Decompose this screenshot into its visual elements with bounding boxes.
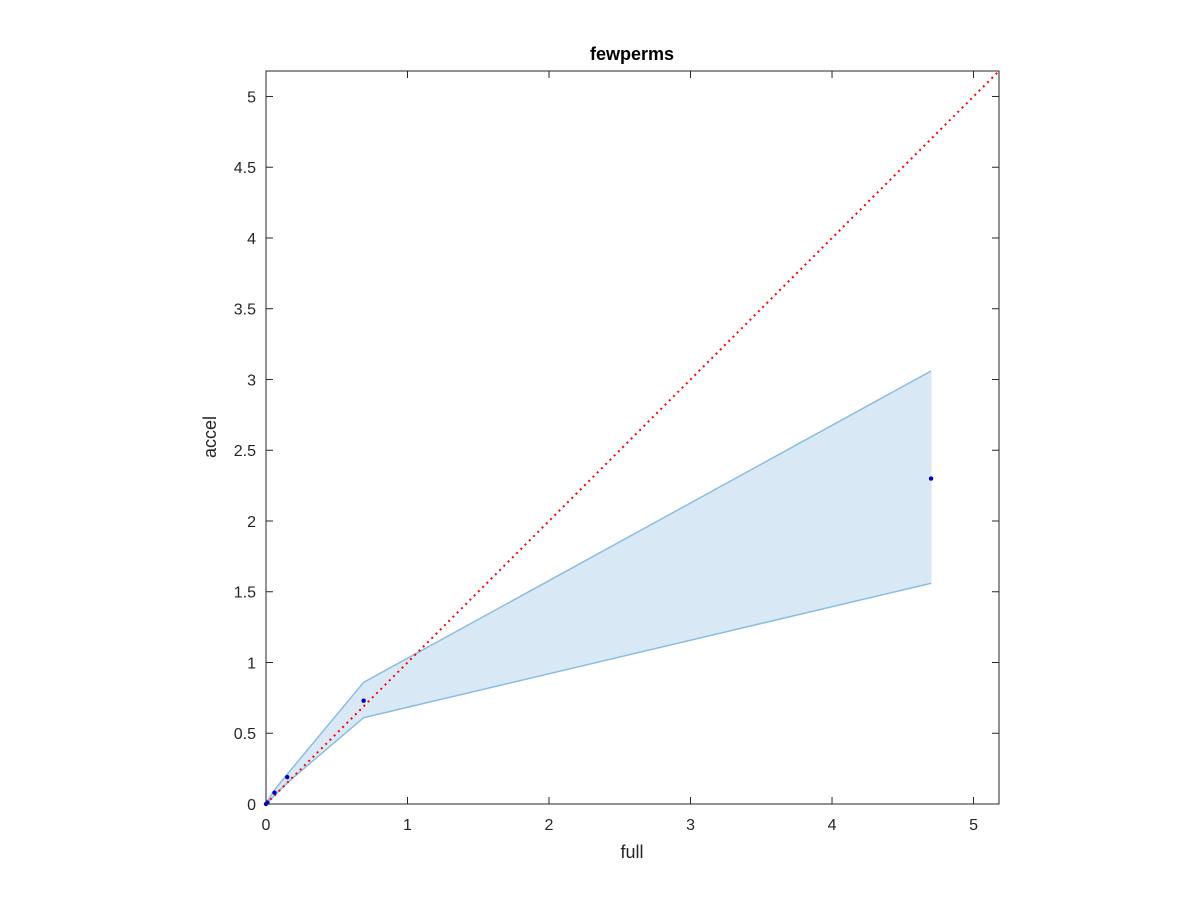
axes-box [265,70,1000,805]
y-tick-label: 1 [247,655,256,672]
data-point [361,698,366,703]
y-tick-label: 4 [247,231,256,248]
y-tick-label: 2.5 [234,443,256,460]
y-tick-label: 5 [247,89,256,106]
confidence-band [266,370,932,804]
x-tick-label: 4 [828,817,837,834]
x-tick-label: 2 [545,817,554,834]
plot-area [263,70,1000,807]
y-tick-label: 0.5 [234,726,256,743]
x-tick-label: 3 [686,817,695,834]
x-tick-label: 5 [969,817,978,834]
y-tick-label: 3.5 [234,302,256,319]
data-point [928,476,934,481]
data-point [285,774,290,780]
y-tick-label: 2 [247,514,256,531]
y-tick-label: 0 [247,797,256,814]
y-tick-label: 3 [247,372,256,389]
y-tick-label: 1.5 [234,585,256,602]
x-tick-label: 1 [403,817,412,834]
y-axis: 0 0.5 1 1.5 2 2.5 3 3.5 4 4.5 5 [234,89,999,814]
chart-title: fewperms [590,44,674,64]
x-axis-label: full [620,842,643,862]
y-axis-label: accel [200,416,220,458]
x-tick-label: 0 [262,817,271,834]
y-tick-label: 4.5 [234,160,256,177]
x-axis: 0 1 2 3 4 5 [262,71,978,834]
data-point [272,790,277,795]
